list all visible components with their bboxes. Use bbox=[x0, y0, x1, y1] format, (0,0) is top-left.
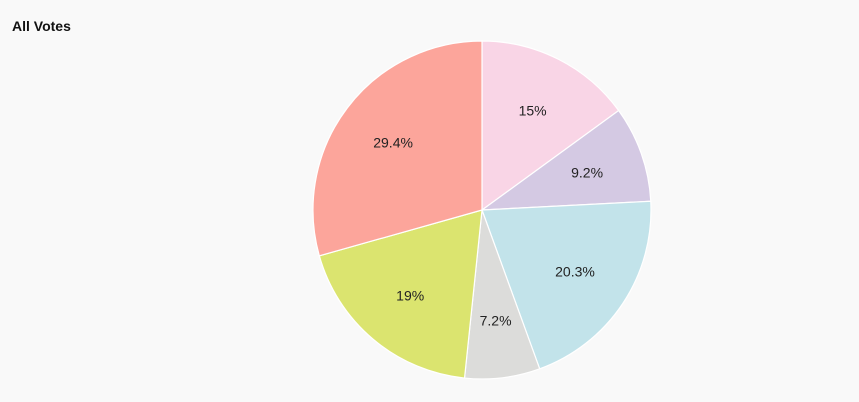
chart-title: All Votes bbox=[12, 18, 71, 34]
pie-slice-label-3: 7.2% bbox=[480, 313, 512, 329]
pie-slice-label-5: 29.4% bbox=[373, 135, 413, 151]
pie-slice-label-2: 20.3% bbox=[555, 264, 595, 280]
pie-labels: 15% 9.2% 20.3% 7.2% 19% 29.4% bbox=[373, 103, 603, 329]
pie-slice-4[interactable] bbox=[318, 209, 483, 379]
pie-slice-5[interactable] bbox=[312, 40, 483, 257]
pie-slice-1[interactable] bbox=[480, 109, 652, 211]
pie-slice-label-4: 19% bbox=[396, 287, 424, 303]
pie-slice-label-0: 15% bbox=[519, 103, 547, 119]
pie-slice-2[interactable] bbox=[481, 200, 652, 370]
pie-slices bbox=[312, 40, 652, 380]
pie-slice-label-1: 9.2% bbox=[571, 165, 603, 181]
pie-slice-0[interactable] bbox=[481, 40, 620, 212]
